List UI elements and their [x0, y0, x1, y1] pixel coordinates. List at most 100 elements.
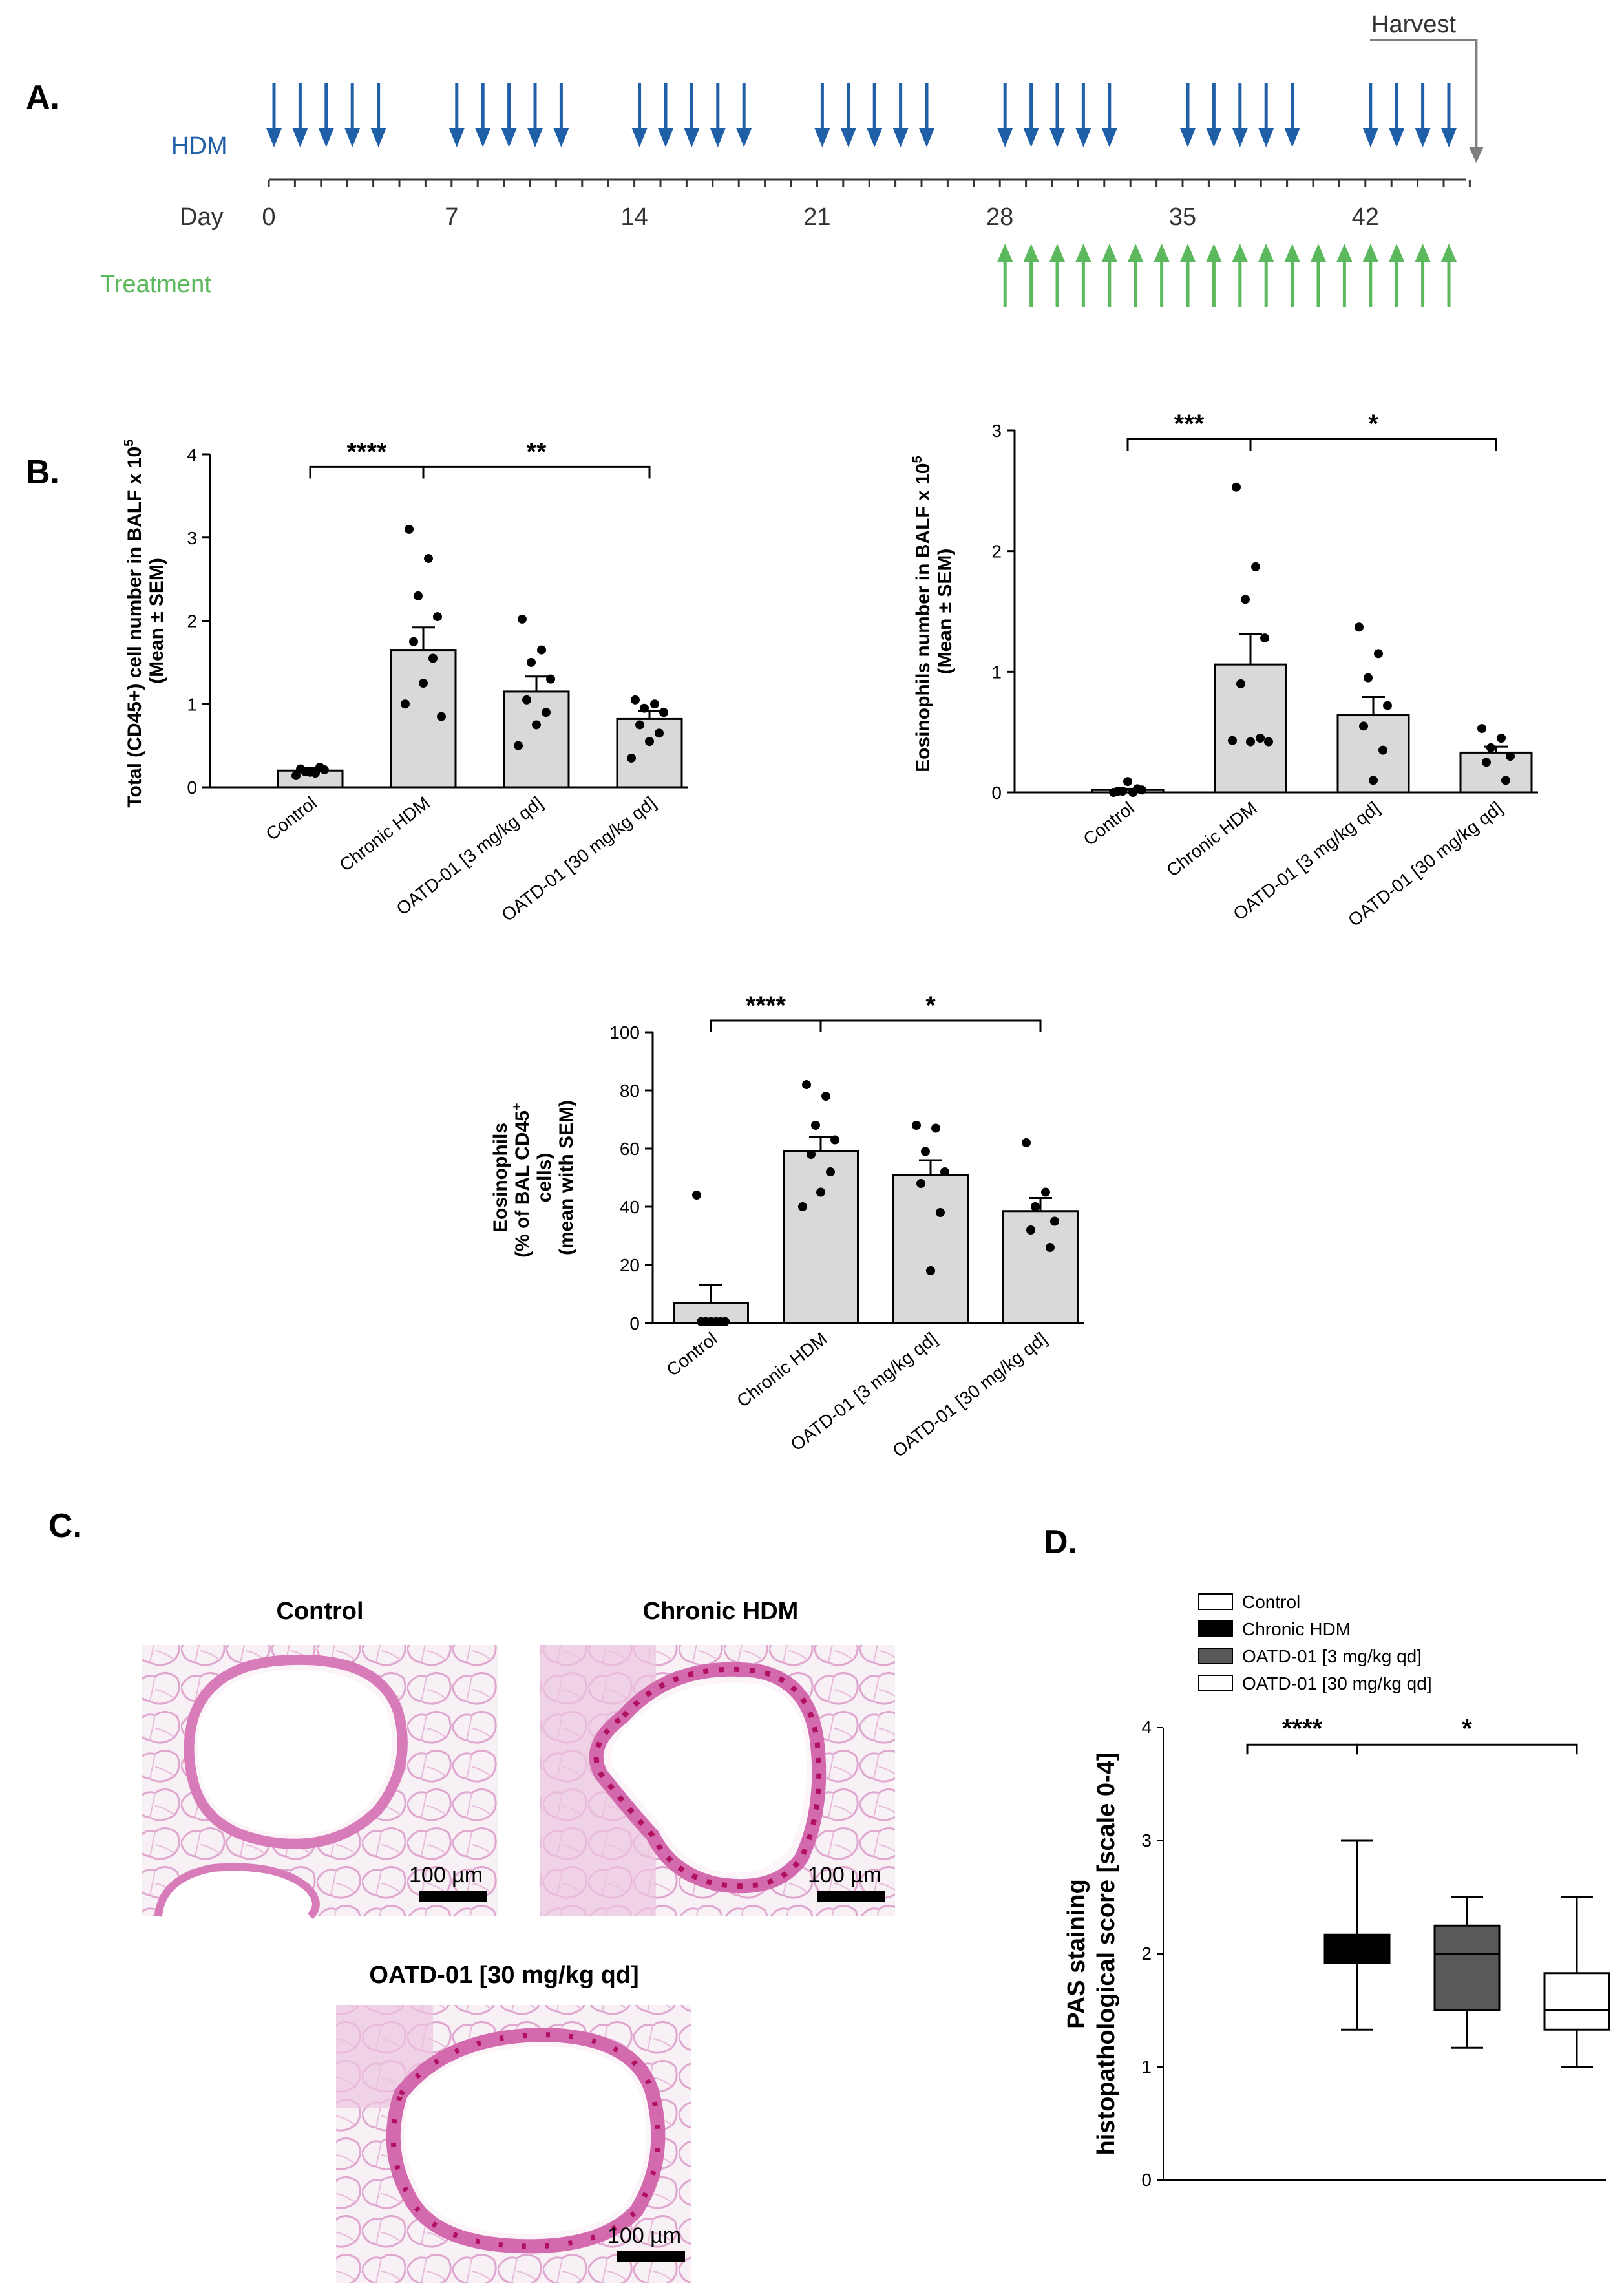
data-point — [522, 695, 531, 705]
category-label: Control — [262, 792, 320, 844]
y-tick-label: 0 — [187, 778, 197, 798]
data-point — [419, 679, 428, 688]
day-tick-label: 7 — [445, 204, 458, 231]
data-point — [291, 770, 301, 780]
data-point — [650, 699, 659, 709]
hdm-arrow-head — [448, 128, 465, 147]
data-point — [1369, 776, 1378, 785]
hdm-arrow-head — [631, 128, 648, 147]
y-tick-label: 2 — [187, 611, 197, 631]
category-label: Chronic HDM — [1163, 798, 1260, 880]
data-point — [926, 1266, 935, 1275]
day-tick-label: 28 — [986, 204, 1013, 231]
data-point — [1355, 622, 1364, 632]
hdm-arrow-head — [1284, 128, 1300, 147]
histology-image-oatd: 100 µm — [336, 2005, 691, 2283]
hdm-arrow-head — [1023, 128, 1039, 147]
legend-swatch — [1198, 1675, 1233, 1691]
y-tick-label: 80 — [620, 1081, 640, 1101]
y-axis-label-spacer — [124, 434, 145, 439]
treatment-arrow-head — [1389, 244, 1405, 262]
y-axis-label-line: Total (CD45+) cell number in BALF x 10 — [124, 447, 145, 808]
significance-label: * — [1368, 410, 1378, 438]
significance-bracket — [1356, 1743, 1578, 1755]
hdm-arrow-head — [1389, 128, 1405, 147]
y-axis-label-line: (% of BAL CD45 — [512, 1110, 533, 1258]
scale-bar-chronic-hdm — [817, 1891, 885, 1902]
data-point — [706, 1317, 715, 1326]
hdm-arrow-head — [840, 128, 856, 147]
bar — [1214, 663, 1287, 794]
y-tick-label: 2 — [991, 542, 1002, 562]
data-point — [716, 1317, 725, 1326]
hdm-arrow-head — [1075, 128, 1091, 147]
treatment-arrow-head — [1023, 244, 1039, 262]
bar — [783, 1150, 859, 1324]
y-tick-label: 1 — [187, 694, 197, 714]
data-point — [1364, 673, 1373, 683]
hdm-arrow-head — [553, 128, 569, 147]
data-point — [433, 612, 442, 622]
day-tick-label: 14 — [620, 204, 648, 231]
data-point — [1260, 633, 1269, 643]
scale-bar-label-oatd: 100 µm — [607, 2223, 681, 2248]
y-axis-label-superscript: 5 — [911, 456, 925, 463]
data-point — [315, 763, 324, 772]
y-tick-label: 40 — [620, 1197, 640, 1217]
hdm-arrow-head — [867, 128, 883, 147]
timeline: HDM Day Treatment Harvest 0 7 14 21 28 35 42 — [100, 11, 1484, 307]
data-point — [1050, 1216, 1059, 1226]
data-point — [437, 712, 446, 721]
y-axis-label-line: PAS staining — [1063, 1879, 1090, 2029]
legend-swatch — [1198, 1648, 1233, 1664]
hdm-arrow-head — [892, 128, 909, 147]
hdm-arrow-head — [527, 128, 543, 147]
data-point — [811, 1121, 820, 1130]
significance-label: *** — [1174, 410, 1205, 438]
hdm-arrow-head — [658, 128, 673, 147]
harvest-arrow-line — [1370, 39, 1478, 150]
data-point — [830, 1135, 839, 1145]
y-tick-label: 100 — [609, 1023, 640, 1043]
treatment-label: Treatment — [100, 271, 211, 298]
treatment-arrow-head — [1154, 244, 1170, 262]
category-label: Control — [1079, 798, 1137, 849]
y-tick-label: 0 — [629, 1313, 640, 1333]
significance-label: **** — [746, 991, 786, 1020]
histology-image-chronic-hdm: 100 µm — [540, 1645, 895, 1916]
y-axis-label-line: Eosinophils number in BALF x 10 — [912, 463, 934, 772]
y-tick-label: 1 — [1141, 2057, 1152, 2077]
hdm-arrow-head — [997, 128, 1013, 147]
histology-panel: Control Chronic HDM OATD-01 [30 mg/kg qd… — [142, 1598, 895, 2283]
data-point — [931, 1123, 940, 1133]
significance-bracket — [710, 1019, 822, 1032]
significance-label: **** — [1282, 1714, 1323, 1743]
data-point — [1251, 562, 1260, 571]
data-point — [1506, 752, 1515, 761]
significance-label: * — [1462, 1714, 1472, 1743]
hdm-arrow-head — [1180, 128, 1196, 147]
scale-bar-label-chronic-hdm: 100 µm — [808, 1863, 881, 1887]
y-tick-label: 20 — [620, 1255, 640, 1275]
y-axis-label-line: (Mean ± SEM) — [146, 558, 167, 684]
data-point — [1123, 777, 1132, 787]
data-point — [640, 703, 649, 713]
histology-title-control: Control — [276, 1598, 363, 1625]
y-axis-label-line: (mean with SEM) — [556, 1100, 577, 1255]
treatment-arrow-head — [1311, 244, 1326, 262]
data-point — [1486, 743, 1495, 752]
bar — [616, 717, 683, 789]
data-point — [1378, 745, 1387, 755]
y-tick-label: 60 — [620, 1139, 640, 1159]
treatment-arrow-head — [1362, 244, 1378, 262]
data-point — [1246, 737, 1255, 747]
hdm-arrow-head — [370, 128, 386, 147]
data-point — [409, 637, 418, 646]
data-point — [532, 720, 541, 730]
data-point — [692, 1191, 701, 1200]
bar — [503, 690, 570, 789]
significance-bracket — [1249, 438, 1497, 451]
